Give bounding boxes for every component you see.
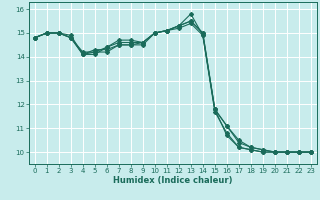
X-axis label: Humidex (Indice chaleur): Humidex (Indice chaleur)	[113, 176, 233, 185]
